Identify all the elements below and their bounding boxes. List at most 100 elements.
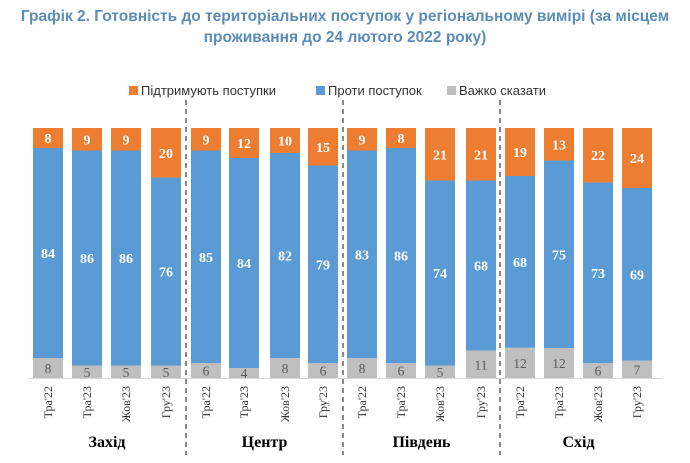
bar-segment-against xyxy=(505,175,535,348)
data-label-hard-to-say: 12 xyxy=(513,356,527,371)
x-tick-label: Тра'22 xyxy=(513,386,527,418)
bar-segment-hard-to-say xyxy=(544,348,574,378)
data-label-hard-to-say: 6 xyxy=(398,364,405,379)
data-label-hard-to-say: 6 xyxy=(320,364,327,379)
data-label-support: 15 xyxy=(316,141,330,156)
bar-segment-against xyxy=(386,148,416,363)
data-label-against: 68 xyxy=(513,256,527,271)
region-label: Схід xyxy=(562,434,594,451)
bar-segment-hard-to-say xyxy=(151,365,181,378)
bar-segment-hard-to-say xyxy=(270,358,300,378)
data-label-hard-to-say: 8 xyxy=(282,361,289,376)
data-label-support: 9 xyxy=(203,133,210,148)
bar-segment-hard-to-say xyxy=(347,358,377,378)
bar-segment-hard-to-say xyxy=(111,365,141,378)
chart-title: Графік 2. Готовність до територіальних п… xyxy=(0,6,690,48)
x-tick-label: Жов'23 xyxy=(119,386,133,422)
data-label-hard-to-say: 7 xyxy=(634,362,641,377)
bar-segment-support xyxy=(111,128,141,151)
bar-segment-support xyxy=(347,128,377,151)
data-label-support: 9 xyxy=(359,133,366,148)
bar-segment-against xyxy=(191,150,221,363)
data-label-support: 24 xyxy=(630,152,644,167)
bar-segment-hard-to-say xyxy=(33,358,63,378)
data-label-hard-to-say: 6 xyxy=(595,364,602,379)
legend-swatch-hard-to-say xyxy=(447,86,456,95)
bar-segment-support xyxy=(151,128,181,178)
data-label-support: 8 xyxy=(398,132,405,147)
data-label-hard-to-say: 6 xyxy=(203,364,210,379)
data-label-against: 82 xyxy=(278,250,292,265)
data-label-against: 76 xyxy=(159,266,173,281)
x-tick-label: Гру'23 xyxy=(630,386,644,418)
data-label-against: 79 xyxy=(316,258,330,273)
region-label: Південь xyxy=(392,434,451,451)
bar-segment-support xyxy=(425,128,455,181)
data-label-against: 86 xyxy=(394,250,408,265)
x-tick-label: Тра'22 xyxy=(41,386,55,418)
data-label-support: 22 xyxy=(591,149,605,164)
bar-segment-against xyxy=(111,150,141,366)
data-label-against: 86 xyxy=(119,252,133,267)
bar-segment-against xyxy=(622,188,652,361)
data-label-support: 20 xyxy=(159,147,173,162)
data-label-support: 13 xyxy=(552,138,566,153)
bar-segment-hard-to-say xyxy=(72,365,102,378)
data-label-support: 21 xyxy=(474,148,488,163)
bar-segment-against xyxy=(308,165,338,363)
bar-segment-support xyxy=(229,128,259,158)
data-label-hard-to-say: 5 xyxy=(437,365,444,380)
data-label-against: 84 xyxy=(41,247,55,262)
legend-swatch-against xyxy=(316,86,325,95)
bar-segment-support xyxy=(72,128,102,151)
bar-segment-support xyxy=(505,128,535,176)
x-tick-label: Гру'23 xyxy=(316,386,330,418)
region-label: Захід xyxy=(89,434,126,451)
x-tick-label: Жов'23 xyxy=(433,386,447,422)
bar-segment-hard-to-say xyxy=(505,347,535,378)
x-tick-label: Тра'22 xyxy=(199,386,213,418)
data-label-hard-to-say: 8 xyxy=(45,361,52,376)
data-label-against: 85 xyxy=(199,251,213,266)
data-label-hard-to-say: 5 xyxy=(123,365,130,380)
data-label-hard-to-say: 8 xyxy=(359,361,366,376)
bar-segment-support xyxy=(270,128,300,153)
bar-segment-hard-to-say xyxy=(622,360,652,378)
bar-segment-hard-to-say xyxy=(466,350,496,378)
data-label-against: 68 xyxy=(474,260,488,275)
bar-segment-support xyxy=(583,128,613,183)
x-tick-label: Гру'23 xyxy=(474,386,488,418)
data-label-against: 83 xyxy=(355,248,369,263)
bar-segment-hard-to-say xyxy=(191,363,221,378)
x-tick-label: Тра'23 xyxy=(237,386,251,418)
x-tick-label: Тра'22 xyxy=(355,386,369,418)
bar-segment-against xyxy=(270,153,300,358)
chart-title-line-1: Графік 2. Готовність до територіальних п… xyxy=(20,8,670,25)
x-tick-label: Тра'23 xyxy=(552,386,566,418)
bar-segment-against xyxy=(72,150,102,366)
data-label-hard-to-say: 12 xyxy=(552,356,566,371)
data-label-against: 84 xyxy=(237,257,251,272)
bar-segment-against xyxy=(347,150,377,358)
bar-segment-hard-to-say xyxy=(583,363,613,378)
legend-label-hard-to-say: Важко сказати xyxy=(459,83,546,98)
data-label-support: 8 xyxy=(45,132,52,147)
data-label-support: 19 xyxy=(513,146,527,161)
bar-segment-against xyxy=(33,148,63,358)
data-label-support: 9 xyxy=(84,133,91,148)
bar-segment-hard-to-say xyxy=(229,368,259,378)
bar-segment-support xyxy=(33,128,63,148)
data-label-hard-to-say: 5 xyxy=(84,365,91,380)
data-label-hard-to-say: 11 xyxy=(475,357,488,372)
bar-segment-hard-to-say xyxy=(425,365,455,378)
data-label-against: 69 xyxy=(630,268,644,283)
bar-segment-against xyxy=(425,180,455,366)
x-tick-label: Жов'23 xyxy=(278,386,292,422)
x-tick-label: Тра'23 xyxy=(80,386,94,418)
bar-segment-against xyxy=(544,160,574,348)
data-label-support: 10 xyxy=(278,135,292,150)
legend-swatch-support xyxy=(129,86,138,95)
legend-label-against: Проти поступок xyxy=(328,83,422,98)
chart-title-line-2: проживання до 24 лютого 2022 року) xyxy=(203,29,487,46)
